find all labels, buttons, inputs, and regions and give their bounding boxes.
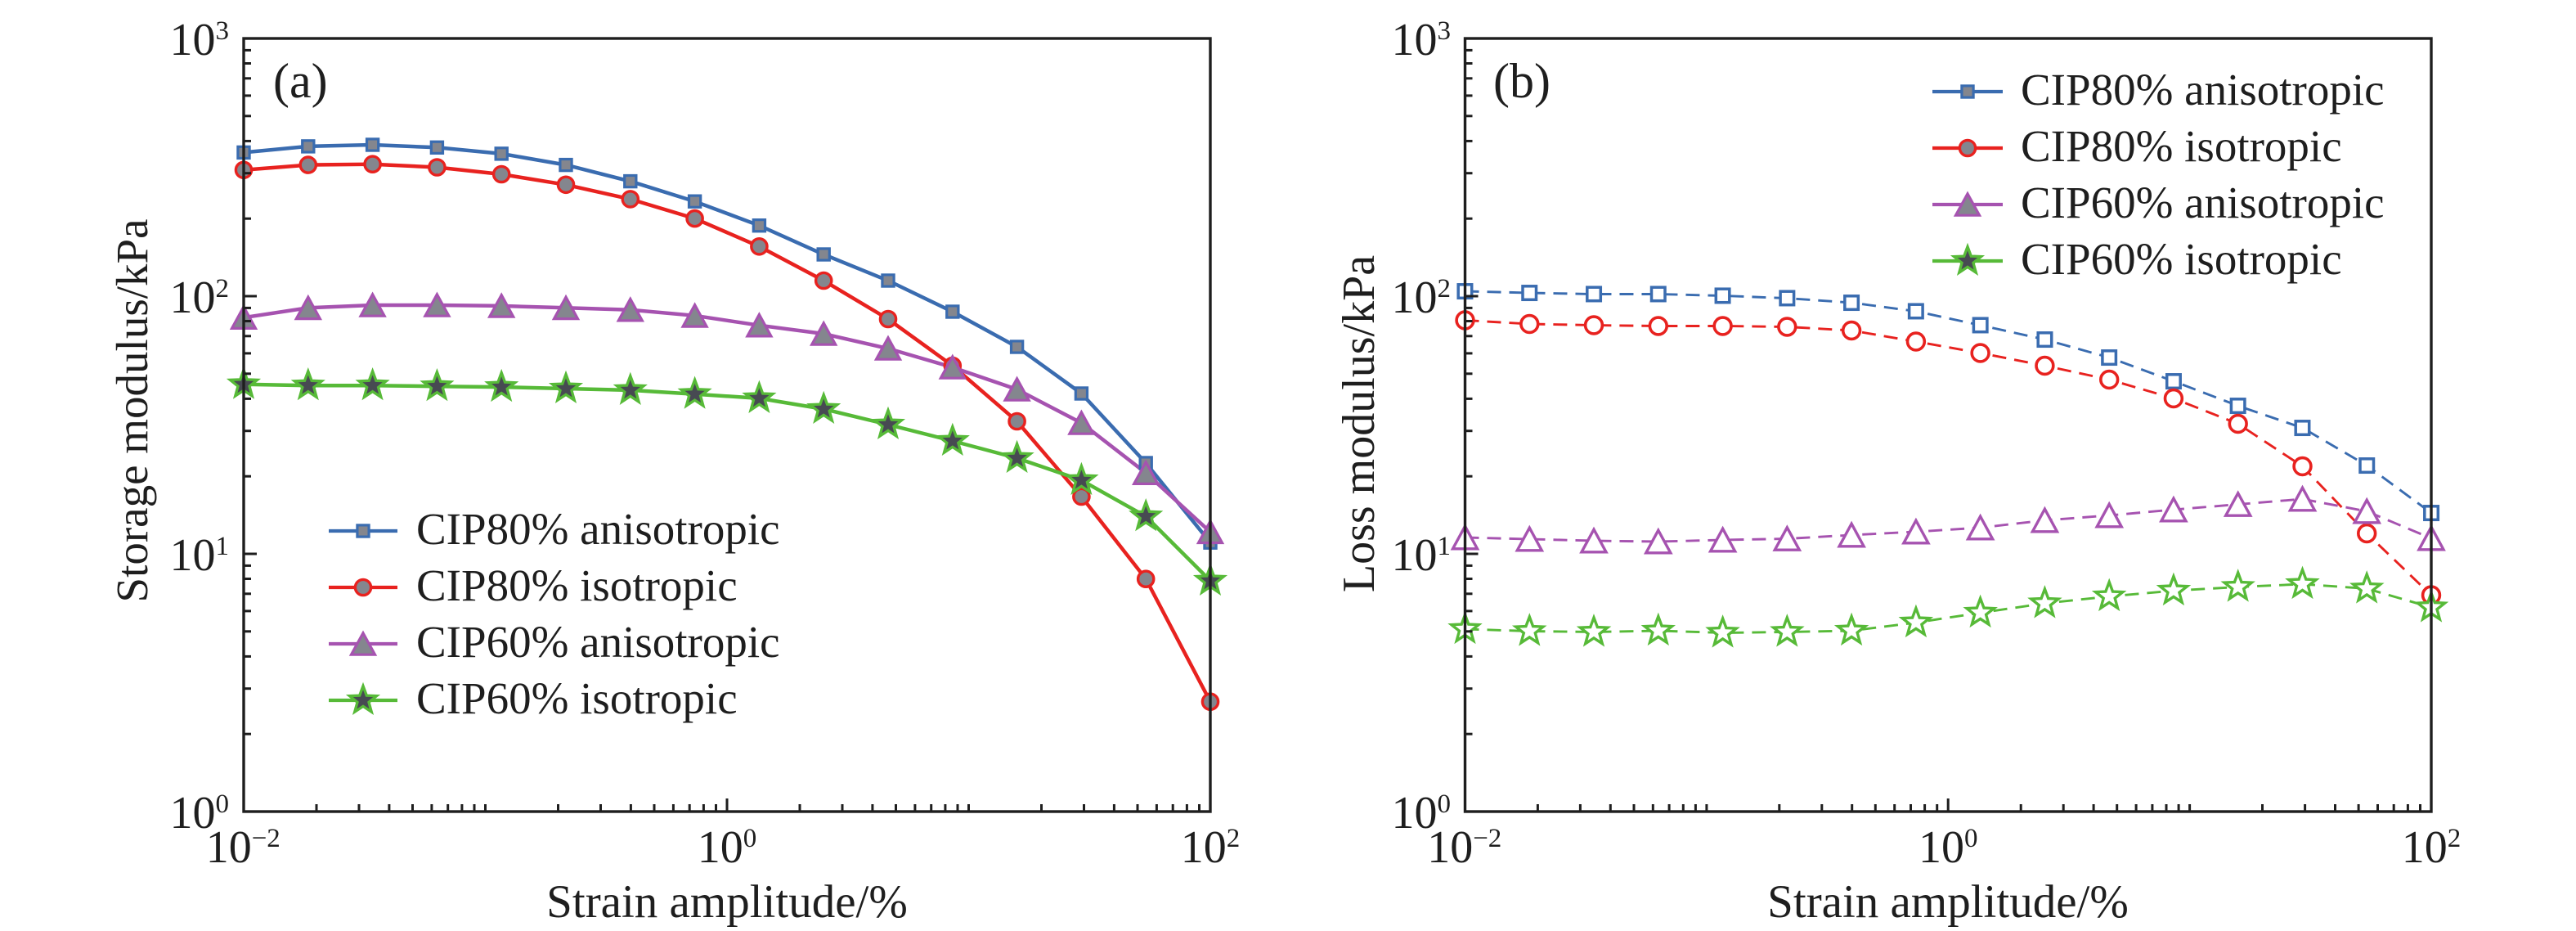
svg-text:CIP60% anisotropic: CIP60% anisotropic bbox=[416, 617, 780, 667]
svg-text:100: 100 bbox=[1919, 822, 1978, 873]
svg-text:CIP80% isotropic: CIP80% isotropic bbox=[2021, 121, 2342, 171]
svg-text:Strain amplitude/%: Strain amplitude/% bbox=[1767, 876, 2129, 927]
svg-text:102: 102 bbox=[170, 272, 230, 323]
svg-text:CIP80% anisotropic: CIP80% anisotropic bbox=[416, 504, 780, 554]
svg-text:CIP80% anisotropic: CIP80% anisotropic bbox=[2021, 65, 2385, 115]
svg-text:103: 103 bbox=[1392, 15, 1452, 65]
svg-text:Loss modulus/kPa: Loss modulus/kPa bbox=[1334, 255, 1384, 592]
svg-text:CIP60% isotropic: CIP60% isotropic bbox=[2021, 234, 2342, 284]
svg-text:CIP60% isotropic: CIP60% isotropic bbox=[416, 673, 738, 723]
svg-text:Strain amplitude/%: Strain amplitude/% bbox=[546, 876, 908, 927]
svg-text:CIP80% isotropic: CIP80% isotropic bbox=[416, 560, 738, 610]
svg-text:CIP60% anisotropic: CIP60% anisotropic bbox=[2021, 178, 2385, 227]
svg-text:(a): (a) bbox=[273, 54, 328, 108]
svg-text:(b): (b) bbox=[1493, 54, 1551, 108]
svg-text:Storage modulus/kPa: Storage modulus/kPa bbox=[107, 218, 157, 602]
